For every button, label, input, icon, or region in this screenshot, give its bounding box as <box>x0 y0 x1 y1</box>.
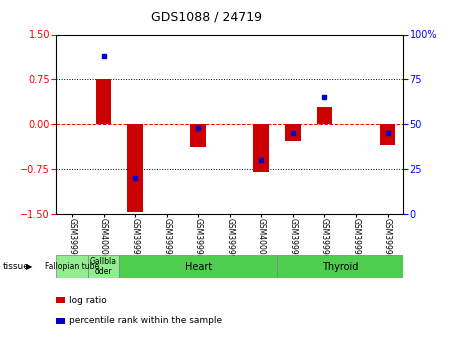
Bar <box>285 124 301 141</box>
Text: tissue: tissue <box>2 262 29 271</box>
Text: Heart: Heart <box>185 262 212 272</box>
Text: Fallopian tube: Fallopian tube <box>45 262 99 271</box>
Bar <box>56 255 88 278</box>
Text: Thyroid: Thyroid <box>322 262 358 272</box>
Bar <box>190 124 206 147</box>
Bar <box>88 255 120 278</box>
Bar <box>277 255 403 278</box>
Text: Gallbla
dder: Gallbla dder <box>90 257 117 276</box>
Bar <box>96 79 112 124</box>
Bar <box>120 255 277 278</box>
Text: percentile rank within the sample: percentile rank within the sample <box>69 316 222 325</box>
Bar <box>253 124 269 172</box>
Text: ▶: ▶ <box>26 262 32 271</box>
Bar <box>380 124 395 145</box>
Text: GDS1088 / 24719: GDS1088 / 24719 <box>151 10 262 23</box>
Bar <box>127 124 143 212</box>
Text: log ratio: log ratio <box>69 296 107 305</box>
Bar <box>317 107 333 124</box>
